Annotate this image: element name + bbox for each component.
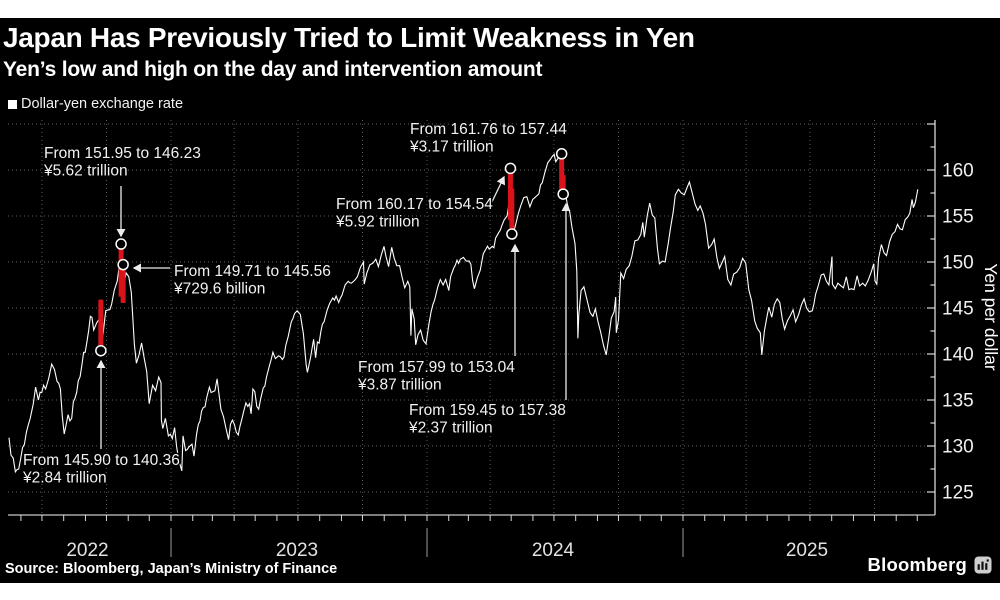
- annotation-text: From 151.95 to 146.23: [44, 145, 201, 162]
- annotation-text: From 159.45 to 157.38: [409, 402, 566, 419]
- chart-subtitle: Yen’s low and high on the day and interv…: [3, 58, 543, 81]
- annotation-text: ¥5.92 trillion: [335, 214, 420, 231]
- y-tick-label: 150: [942, 253, 974, 274]
- annotation-text: ¥3.17 trillion: [409, 139, 494, 156]
- bloomberg-wordmark: Bloomberg: [867, 554, 967, 575]
- source-note: Source: Bloomberg, Japan’s Ministry of F…: [5, 561, 338, 577]
- annotation-text: From 149.71 to 145.56: [174, 263, 331, 280]
- annotation-text: From 157.99 to 153.04: [358, 359, 515, 376]
- y-tick-label: 135: [942, 391, 974, 412]
- gridlines: [8, 120, 935, 515]
- legend: Dollar-yen exchange rate: [8, 96, 183, 112]
- annotation-text: From 160.17 to 154.54: [336, 196, 493, 213]
- x-year-label: 2023: [276, 540, 318, 561]
- y-tick-label: 160: [942, 161, 974, 182]
- intervention-bars: [98, 153, 566, 351]
- annotation-text: ¥5.62 trillion: [43, 163, 128, 180]
- annotation-text: From 161.76 to 157.44: [410, 121, 567, 138]
- annotation-text: ¥729.6 billion: [173, 281, 265, 298]
- annotations: From 145.90 to 140.36¥2.84 trillion From …: [21, 120, 571, 488]
- y-tick-label: 125: [942, 483, 974, 504]
- annotation-arrow: [488, 175, 505, 209]
- intervention-marker: [95, 344, 107, 357]
- annotation-text: ¥3.87 trillion: [357, 377, 442, 394]
- intervention-marker: [117, 258, 129, 271]
- x-year-label: 2024: [532, 540, 575, 561]
- annotation-text: From 145.90 to 140.36: [23, 452, 180, 469]
- annotation-text: ¥2.84 trillion: [22, 470, 107, 487]
- axis-labels: 125 130 135 140 145 150 155 160 Yen per dollar 20…: [66, 161, 1000, 562]
- legend-swatch-icon: [8, 99, 17, 109]
- chart-title: Japan Has Previously Tried to Limit Weak…: [3, 22, 695, 53]
- chart-panel: Japan Has Previously Tried to Limit Weak…: [0, 18, 1000, 583]
- annotation-text: ¥2.37 trillion: [408, 420, 493, 437]
- intervention-marker: [557, 188, 569, 200]
- intervention-marker: [504, 162, 517, 175]
- x-year-label: 2025: [786, 540, 828, 561]
- bloomberg-logo: Bloomberg: [868, 554, 992, 576]
- legend-label: Dollar-yen exchange rate: [21, 96, 184, 112]
- intervention-marker: [506, 228, 518, 240]
- y-tick-label: 145: [942, 299, 974, 320]
- axes: [8, 120, 936, 521]
- bloomberg-chart-icon: [974, 556, 992, 574]
- intervention-marker: [555, 148, 568, 160]
- y-tick-label: 130: [942, 437, 974, 458]
- y-tick-label: 140: [942, 345, 974, 366]
- y-tick-label: 155: [942, 207, 974, 228]
- intervention-marker: [115, 238, 127, 250]
- y-axis-title: Yen per dollar: [981, 263, 1000, 371]
- x-year-label: 2022: [66, 540, 108, 561]
- intervention-markers: [95, 148, 569, 357]
- price-line: [8, 152, 919, 474]
